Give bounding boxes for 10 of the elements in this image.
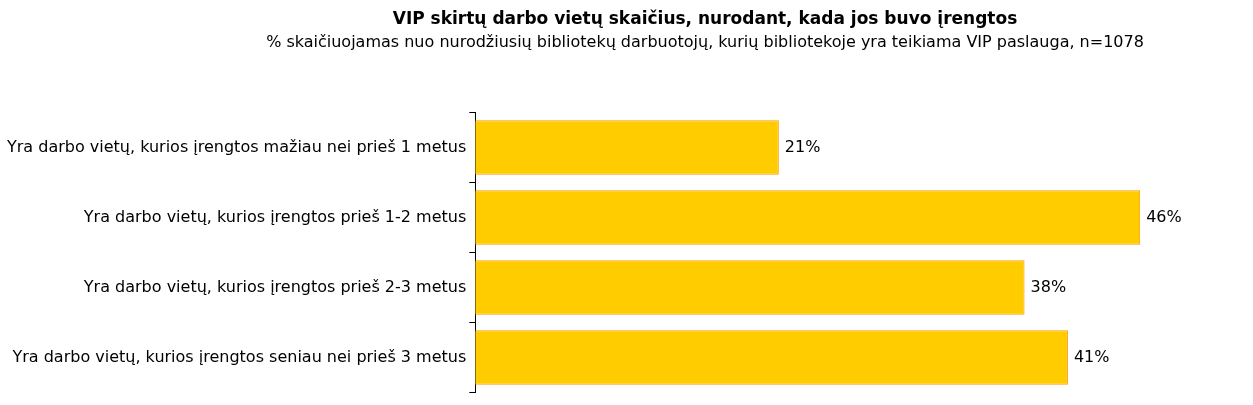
y-tick-label: Yra darbo vietų, kurios įrengtos seniau nei prieš 3 metus xyxy=(11,346,467,366)
data-label: 38% xyxy=(1030,276,1067,296)
chart-title: VIP skirtų darbo vietų skaičius, nurodant, kada jos buvo įrengtos xyxy=(391,8,1019,28)
data-label: 41% xyxy=(1073,346,1110,366)
data-label: 21% xyxy=(784,136,821,156)
y-tick-label: Yra darbo vietų, kurios įrengtos prieš 2-3 metus xyxy=(82,276,467,296)
chart-subtitle: % skaičiuojamas nuo nurodžiusių bibliotekų darbuotojų, kurių bibliotekoje yra teikiama VIP paslauga, n=1078 xyxy=(265,31,1145,52)
y-tick-label: Yra darbo vietų, kurios įrengtos prieš 1-2 metus xyxy=(82,206,467,226)
data-label: 46% xyxy=(1146,206,1182,226)
y-tick-label: Yra darbo vietų, kurios įrengtos mažiau nei prieš 1 metus xyxy=(5,136,467,156)
